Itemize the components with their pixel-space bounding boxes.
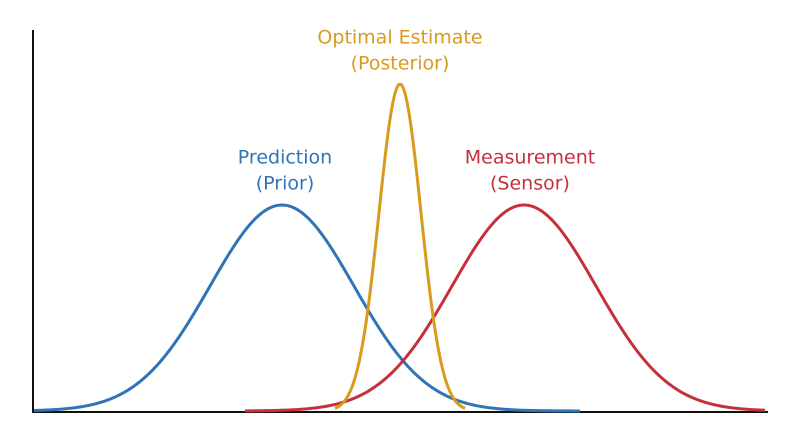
prior-title: Prediction [238, 147, 332, 169]
sensor-subtitle: (Sensor) [490, 173, 570, 195]
sensor-curve [244, 203, 766, 413]
prior-subtitle: (Prior) [256, 173, 314, 195]
posterior-curve [334, 82, 466, 410]
posterior-title: Optimal Estimate [317, 27, 482, 49]
posterior-subtitle: (Posterior) [351, 53, 450, 75]
sensor-title: Measurement [465, 147, 595, 169]
prior-curve [33, 203, 580, 413]
